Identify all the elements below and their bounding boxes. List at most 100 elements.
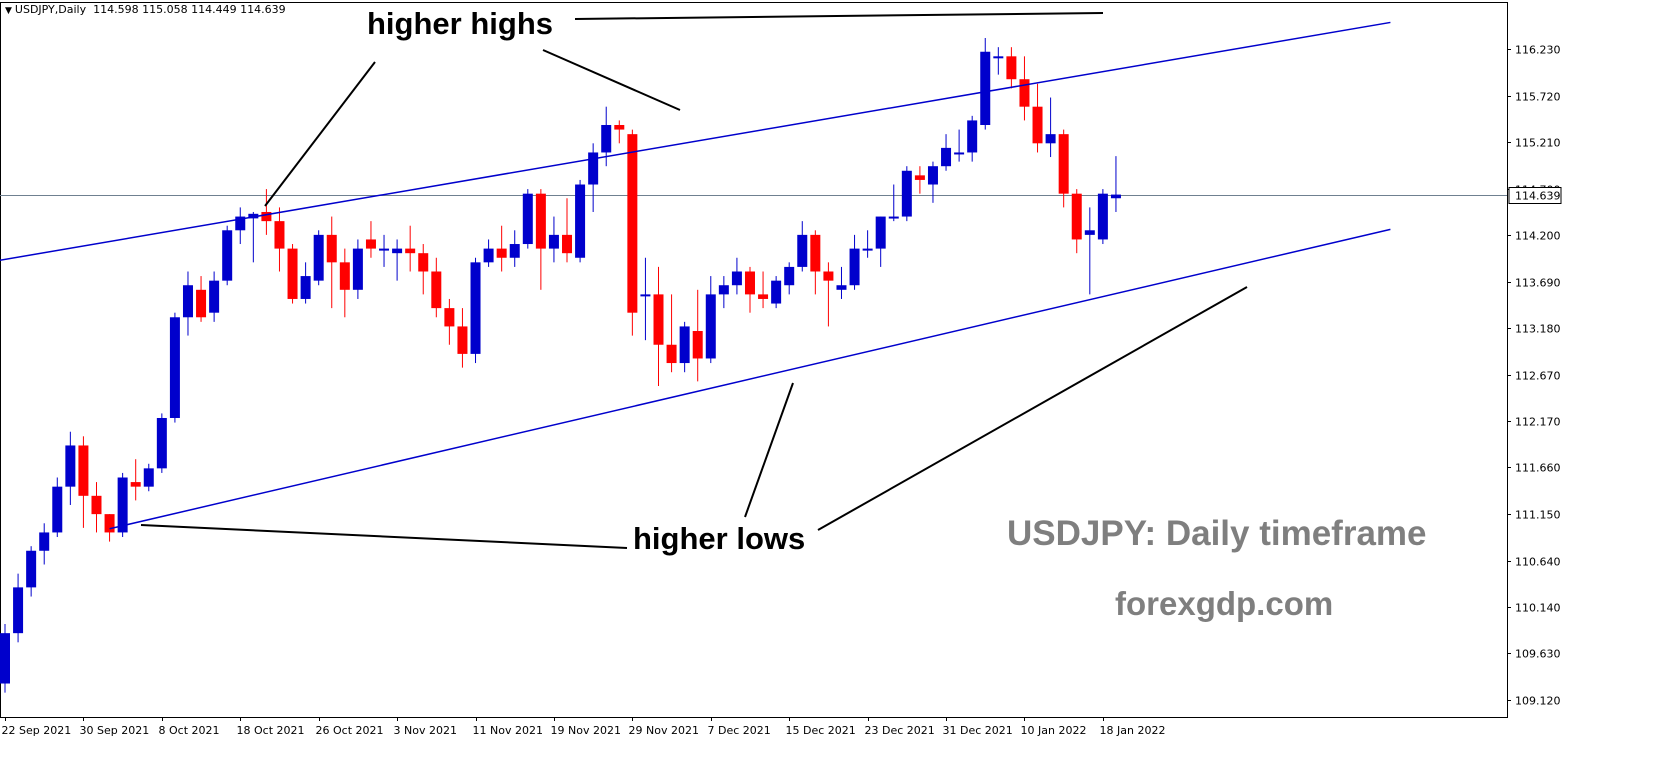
date-tick-label: 15 Dec 2021 — [786, 724, 856, 737]
candle — [967, 115, 978, 162]
last-price-marker: 114.639 — [1508, 187, 1562, 204]
candle-body — [182, 285, 193, 318]
higher-lows-pointer-middle — [744, 382, 794, 518]
candle — [405, 225, 416, 272]
candle — [758, 271, 769, 309]
candle-body — [78, 445, 89, 496]
candle — [287, 244, 298, 304]
price-tick-label: 109.120 — [1515, 695, 1561, 708]
last-price-box — [1508, 187, 1562, 204]
candle-body — [941, 147, 952, 167]
annotation-lines — [140, 12, 1248, 549]
candle — [392, 239, 403, 281]
date-tick-label: 22 Sep 2021 — [2, 724, 72, 737]
candle-body — [1019, 79, 1030, 107]
candle-body — [758, 294, 769, 299]
symbol-header: ▼ USDJPY,Daily 114.598 115.058 114.449 11… — [5, 3, 286, 16]
candle — [209, 271, 220, 322]
ohlc-values: 114.598 115.058 114.449 114.639 — [93, 3, 286, 16]
candle-body — [196, 289, 207, 318]
higher-highs-pointer-right — [542, 49, 681, 111]
candle — [483, 239, 494, 267]
candle — [535, 189, 546, 290]
candle-body — [1032, 106, 1043, 144]
candle-body — [718, 285, 729, 295]
candle — [875, 216, 886, 267]
higher-lows-pointer-left — [140, 524, 628, 549]
candle-body — [522, 193, 533, 245]
candle-body — [627, 134, 638, 313]
candle — [52, 477, 63, 538]
candle-body — [365, 239, 376, 249]
candle — [65, 431, 76, 505]
candle-body — [431, 271, 442, 309]
candle-body — [1097, 193, 1108, 240]
candle-body — [666, 344, 677, 364]
candle — [235, 207, 246, 245]
candle — [156, 413, 167, 473]
candle — [784, 262, 795, 295]
candle-body — [993, 56, 1004, 59]
higher-highs-pointer-left — [264, 61, 376, 207]
candle — [26, 546, 37, 597]
candle-body — [548, 234, 559, 249]
price-tick-label: 113.690 — [1515, 277, 1561, 290]
candle-body — [496, 248, 507, 258]
price-tick-label: 110.640 — [1515, 556, 1561, 569]
dropdown-triangle-icon[interactable]: ▼ — [5, 6, 12, 16]
candle-body — [392, 248, 403, 254]
lower-channel-trendline — [109, 228, 1391, 530]
candle — [718, 276, 729, 309]
date-axis[interactable]: 22 Sep 2021 30 Sep 2021 8 Oct 2021 18 Oct 2… — [2, 717, 1166, 737]
candle-body — [771, 280, 782, 304]
candles — [0, 38, 1121, 693]
candle-body — [130, 482, 141, 487]
candle — [705, 276, 716, 364]
candle-body — [875, 216, 886, 249]
candle — [1045, 97, 1056, 158]
candle-body — [1071, 193, 1082, 240]
plot-frame — [0, 2, 1508, 718]
candle — [679, 321, 690, 373]
candle-body — [287, 248, 298, 299]
candle-body — [601, 124, 612, 153]
candle-body — [744, 271, 755, 295]
candle-body — [1058, 134, 1069, 194]
candle-body — [379, 248, 390, 251]
candle-body — [575, 184, 586, 258]
candle — [326, 216, 337, 309]
candle — [1032, 83, 1043, 153]
watermark-site: forexgdp.com — [1115, 585, 1334, 622]
candle-body — [274, 221, 285, 249]
price-tick-label: 114.200 — [1515, 230, 1561, 243]
candle-body — [300, 276, 311, 299]
candle-body — [1006, 56, 1017, 80]
candle-body — [901, 170, 912, 217]
candle — [13, 573, 24, 643]
watermark-title: USDJPY: Daily timeframe — [1007, 514, 1427, 553]
plot-border — [0, 2, 1508, 718]
candle — [418, 244, 429, 295]
date-tick-label: 30 Sep 2021 — [80, 724, 150, 737]
candle — [1071, 189, 1082, 254]
candle — [261, 189, 272, 235]
date-tick-label: 10 Jan 2022 — [1021, 724, 1087, 737]
candle — [1019, 56, 1030, 121]
symbol-label: USDJPY,Daily — [14, 3, 87, 16]
candle — [104, 514, 115, 542]
price-tick-label: 115.210 — [1515, 137, 1561, 150]
candle-body — [235, 216, 246, 231]
candle — [901, 166, 912, 222]
candle — [980, 38, 991, 130]
candle — [313, 230, 324, 286]
candle — [0, 624, 10, 693]
candle-body — [509, 244, 520, 258]
price-axis[interactable]: 116.230115.720115.210114.700114.200113.6… — [1507, 44, 1562, 708]
price-tick-label: 111.150 — [1515, 509, 1561, 522]
candle — [130, 459, 141, 501]
price-tick-label: 110.140 — [1515, 602, 1561, 615]
price-tick-label: 115.720 — [1515, 91, 1561, 104]
candle-body — [836, 285, 847, 290]
candle-body — [457, 326, 468, 354]
